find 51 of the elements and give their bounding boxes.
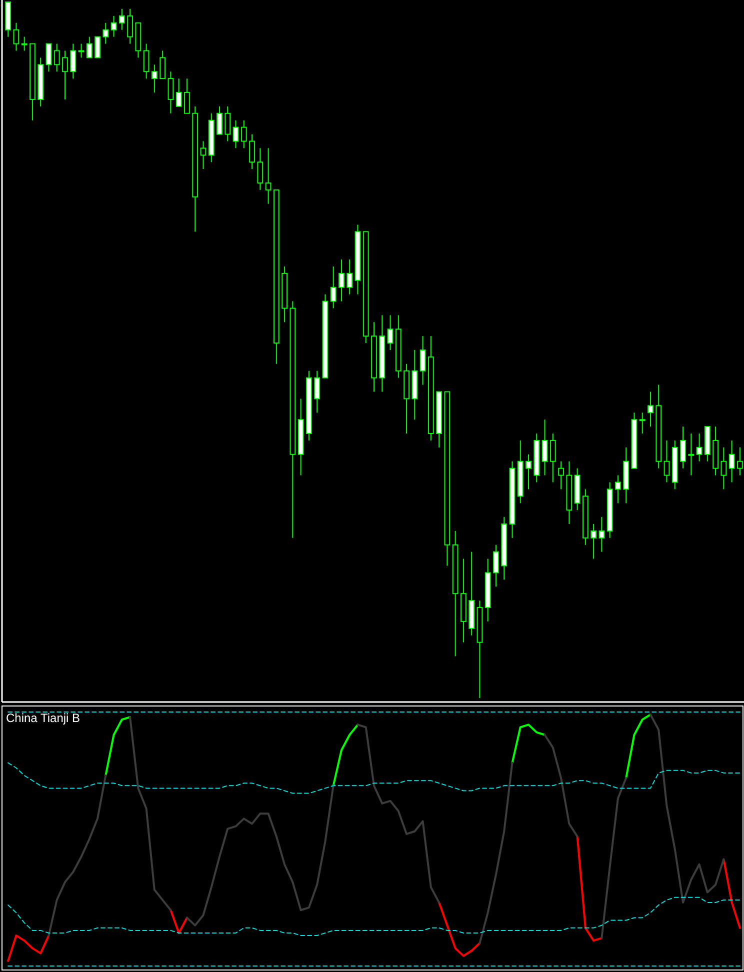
candlestick: [720, 446, 727, 490]
candlestick: [13, 22, 20, 52]
candlestick: [598, 516, 605, 552]
candlestick: [86, 36, 92, 58]
candlestick: [558, 460, 564, 490]
chart-title: China Tianji B: [6, 711, 80, 725]
candlestick: [118, 8, 125, 30]
candlestick: [550, 433, 556, 483]
candlestick: [232, 120, 239, 149]
candlestick: [680, 426, 686, 469]
candlestick: [176, 78, 182, 107]
candlestick: [420, 336, 426, 386]
candlestick: [346, 259, 353, 295]
candlestick: [387, 314, 394, 350]
candlestick: [648, 391, 654, 428]
candlestick: [526, 454, 532, 490]
candlestick: [639, 412, 646, 434]
candlestick: [200, 140, 206, 170]
candlestick: [696, 433, 702, 462]
candlestick: [62, 50, 68, 100]
candlestick: [240, 120, 247, 149]
candlestick: [168, 71, 174, 114]
candlestick: [216, 106, 222, 135]
candlestick: [94, 36, 100, 58]
candlestick: [728, 440, 735, 483]
candlestick: [152, 64, 158, 93]
candlestick: [46, 43, 52, 72]
candlestick: [54, 43, 60, 72]
candlestick: [160, 50, 166, 80]
candlestick: [257, 148, 264, 190]
candlestick: [493, 544, 499, 588]
candlestick: [143, 43, 150, 80]
candlestick: [224, 106, 231, 142]
candlestick: [102, 22, 109, 44]
candlestick: [688, 433, 694, 476]
candlestick: [184, 78, 190, 114]
candlestick: [249, 134, 255, 170]
candlestick: [330, 266, 336, 309]
candlestick: [590, 524, 596, 560]
candlestick: [127, 8, 133, 44]
candlestick: [21, 36, 28, 52]
candlestick: [664, 440, 670, 483]
candlestick: [265, 148, 272, 204]
candlestick: [110, 15, 117, 38]
candlestick: [70, 43, 76, 80]
candlestick: [314, 370, 320, 414]
candlestick: [78, 43, 84, 58]
candlestick: [615, 474, 621, 504]
candlestick: [542, 419, 548, 476]
candlestick: [338, 259, 344, 302]
candlestick: [736, 446, 743, 476]
